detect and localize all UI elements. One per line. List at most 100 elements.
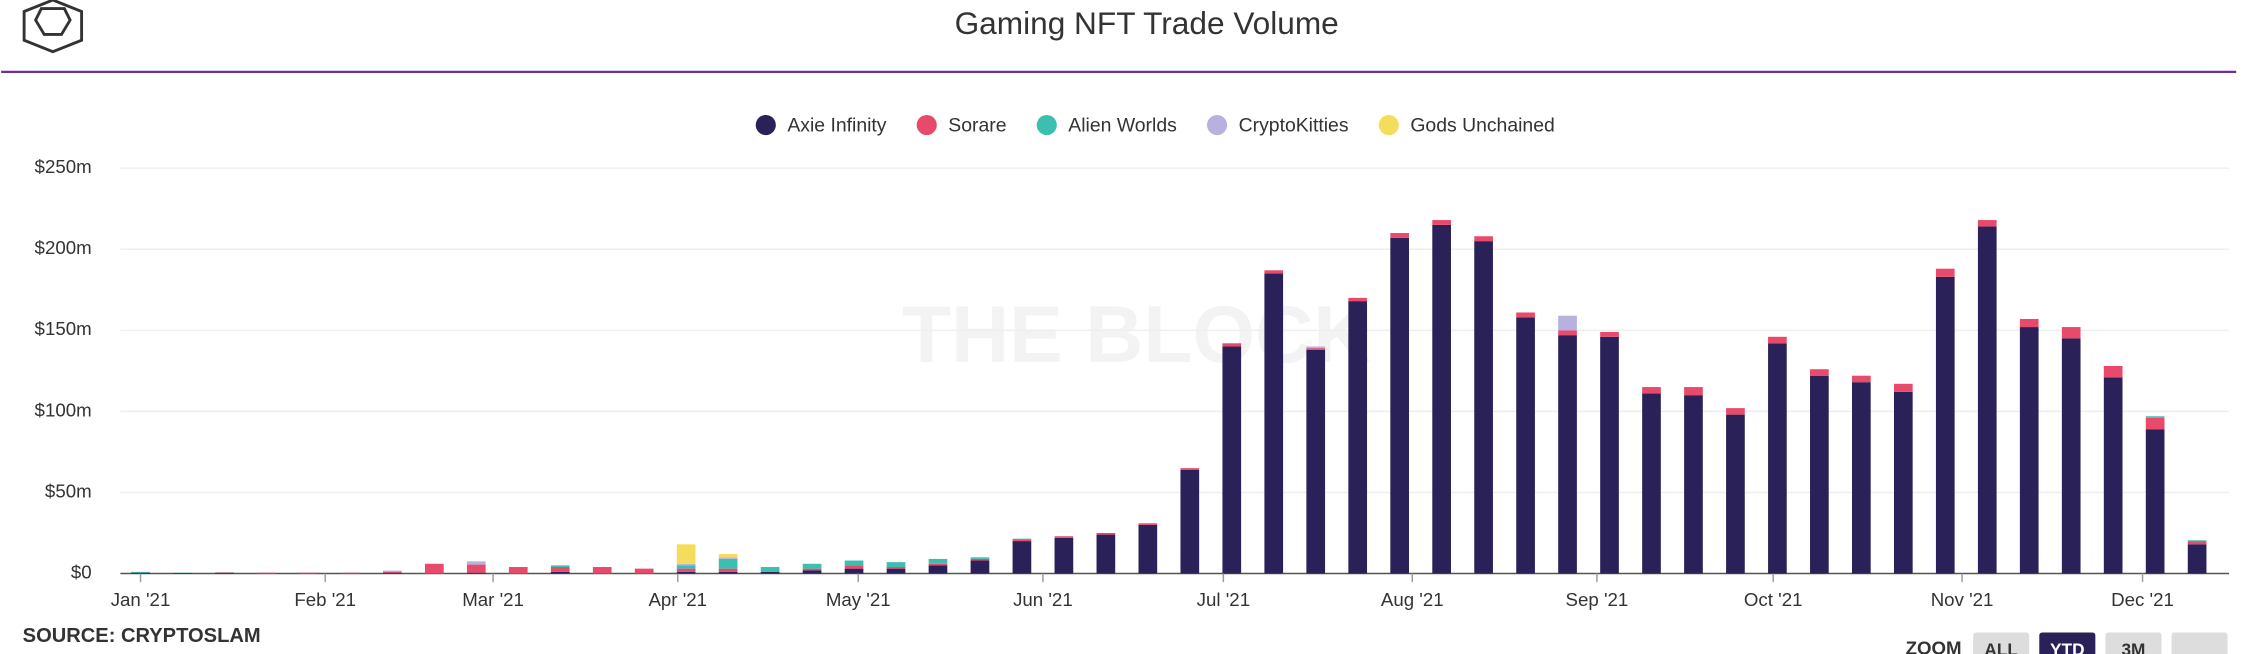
y-tick-label: $200m (35, 237, 92, 258)
bar-segment (1390, 233, 1410, 238)
legend-swatch (1207, 114, 1228, 136)
bar-segment (802, 563, 822, 569)
bar-segment (1264, 270, 1284, 274)
bar-segment (1390, 237, 1410, 574)
bar-segment (1432, 224, 1451, 574)
bar-segment (2103, 365, 2123, 378)
bar-segment (1684, 395, 1703, 574)
bar-segment (1851, 382, 1871, 574)
bar-segment (466, 564, 486, 573)
bar-segment (676, 563, 696, 566)
bar-segment (1810, 375, 1829, 574)
bar-segment (2187, 544, 2207, 574)
legend-label: Sorare (948, 115, 1006, 137)
zoom-button-label: ALL (1984, 640, 2018, 654)
bar-segment (1558, 330, 1577, 336)
legend-label: Gods Unchained (1410, 115, 1554, 137)
bar-segment (760, 571, 780, 574)
zoom-controls: ZOOM ALL YTD 3M (1906, 632, 2228, 654)
bar-segment (1851, 375, 1871, 383)
bar-segment (1096, 532, 1116, 535)
bar-segment (2187, 540, 2207, 542)
bar-segment (928, 563, 948, 566)
bar-segment (1264, 273, 1284, 574)
bar-segment (383, 570, 402, 572)
bar-segment (718, 558, 738, 569)
bar-segment (1474, 236, 1493, 242)
bar-segment (550, 571, 570, 574)
chart-title: Gaming NFT Trade Volume (955, 5, 1339, 41)
bar-segment (2061, 338, 2081, 574)
bar-segment (1977, 220, 1997, 227)
bar-segment (2145, 429, 2165, 574)
x-tick-label: Feb '21 (294, 589, 356, 610)
bar-segment (2145, 416, 2165, 418)
legend-swatch (1036, 114, 1057, 136)
y-tick-label: $250m (35, 156, 92, 177)
bar-segment (341, 572, 360, 574)
bar-segment (676, 565, 696, 569)
bar-segment (718, 571, 738, 574)
bar-segment (1893, 391, 1913, 574)
bar-segment (1012, 541, 1032, 574)
bar-segment (1474, 241, 1493, 574)
zoom-button[interactable] (2171, 632, 2228, 654)
x-tick-label: May '21 (826, 589, 891, 610)
bar-segment (383, 572, 402, 574)
bar-segment (970, 557, 990, 559)
bar-segment (1180, 468, 1200, 470)
watermark: THE BLOCK (902, 290, 1371, 380)
bar-segment (1096, 534, 1116, 574)
x-tick-label: Nov '21 (1931, 589, 1994, 610)
bar-segment (1600, 331, 1619, 337)
bar-segment (676, 544, 696, 564)
source: SOURCE: CRYPTOSLAM (23, 625, 261, 647)
zoom-button-label: YTD (2050, 640, 2084, 654)
bar-segment (1012, 538, 1032, 540)
bar-segment (1935, 268, 1955, 277)
bar-segment (1558, 315, 1577, 331)
bar-segment (718, 557, 738, 559)
bar-segment (257, 572, 276, 574)
bar-segment (1684, 387, 1703, 396)
y-tick-label: $100m (35, 399, 92, 420)
bar-segment (676, 571, 696, 574)
bar-segment (844, 568, 864, 574)
x-tick-label: Sep '21 (1566, 589, 1629, 610)
bar-segment (299, 572, 318, 574)
bar-segment (1348, 301, 1368, 574)
bar-segment (634, 568, 654, 574)
bar-segment (1726, 408, 1745, 415)
bar-segment (802, 570, 822, 574)
bar-segment (1768, 336, 1787, 344)
y-tick-label: $150m (35, 318, 92, 339)
bar-segment (970, 558, 990, 561)
x-tick-label: Mar '21 (462, 589, 524, 610)
bar-segment (760, 567, 780, 572)
x-tick-label: Dec '21 (2111, 589, 2174, 610)
zoom-button[interactable] (1973, 632, 2030, 654)
bar-segment (718, 554, 738, 558)
bar-segment (1222, 343, 1242, 347)
bar-segment (1306, 348, 1326, 350)
bar-segment (676, 568, 696, 572)
bar-segment (1054, 536, 1074, 538)
bar-segment (1893, 383, 1913, 392)
bar-segment (131, 572, 150, 574)
bar-segment (2019, 318, 2039, 328)
zoom-button[interactable] (2039, 632, 2096, 654)
x-tick-label: Jul '21 (1197, 589, 1250, 610)
bar-segment (424, 563, 444, 574)
legend-label: CryptoKitties (1239, 115, 1349, 137)
bar-segment (1180, 469, 1200, 574)
legend-label: Alien Worlds (1068, 115, 1177, 137)
zoom-button[interactable] (2105, 632, 2162, 654)
bar-segment (1516, 317, 1535, 574)
bar-segment (1935, 276, 1955, 574)
bar-segment (1432, 220, 1451, 225)
x-tick-label: Apr '21 (648, 589, 707, 610)
bar-segment (886, 567, 906, 569)
bar-segment (1642, 393, 1661, 574)
legend-swatch (755, 114, 776, 136)
